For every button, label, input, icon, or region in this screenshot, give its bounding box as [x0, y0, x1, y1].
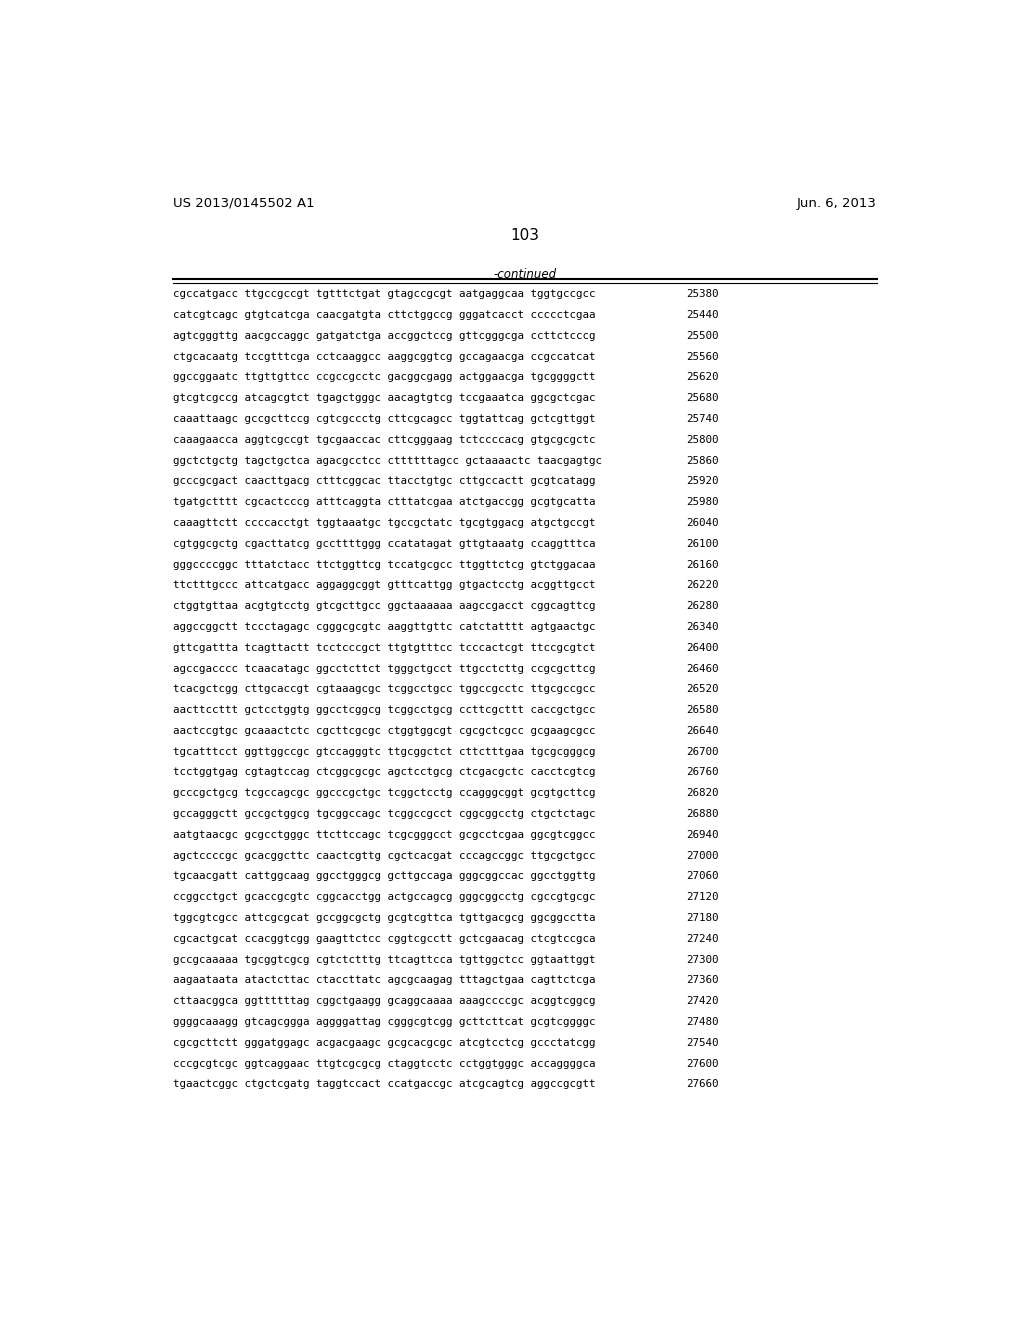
Text: cgtggcgctg cgacttatcg gccttttggg ccatatagat gttgtaaatg ccaggtttca: cgtggcgctg cgacttatcg gccttttggg ccatata…: [173, 539, 595, 549]
Text: ttctttgccc attcatgacc aggaggcggt gtttcattgg gtgactcctg acggttgcct: ttctttgccc attcatgacc aggaggcggt gtttcat…: [173, 581, 595, 590]
Text: 27120: 27120: [686, 892, 719, 902]
Text: gggccccggc tttatctacc ttctggttcg tccatgcgcc ttggttctcg gtctggacaa: gggccccggc tttatctacc ttctggttcg tccatgc…: [173, 560, 595, 569]
Text: ggccggaatc ttgttgttcc ccgccgcctc gacggcgagg actggaacga tgcggggctt: ggccggaatc ttgttgttcc ccgccgcctc gacggcg…: [173, 372, 595, 383]
Text: gccgcaaaaa tgcggtcgcg cgtctctttg ttcagttcca tgttggctcc ggtaattggt: gccgcaaaaa tgcggtcgcg cgtctctttg ttcagtt…: [173, 954, 595, 965]
Text: 26760: 26760: [686, 767, 719, 777]
Text: 27060: 27060: [686, 871, 719, 882]
Text: aggccggctt tccctagagc cgggcgcgtc aaggttgttc catctatttt agtgaactgc: aggccggctt tccctagagc cgggcgcgtc aaggttg…: [173, 622, 595, 632]
Text: 27540: 27540: [686, 1038, 719, 1048]
Text: 27660: 27660: [686, 1080, 719, 1089]
Text: gccagggctt gccgctggcg tgcggccagc tcggccgcct cggcggcctg ctgctctagc: gccagggctt gccgctggcg tgcggccagc tcggccg…: [173, 809, 595, 818]
Text: US 2013/0145502 A1: US 2013/0145502 A1: [173, 197, 314, 210]
Text: tcacgctcgg cttgcaccgt cgtaaagcgc tcggcctgcc tggccgcctc ttgcgccgcc: tcacgctcgg cttgcaccgt cgtaaagcgc tcggcct…: [173, 684, 595, 694]
Text: 26400: 26400: [686, 643, 719, 652]
Text: 25380: 25380: [686, 289, 719, 300]
Text: caaagaacca aggtcgccgt tgcgaaccac cttcgggaag tctccccacg gtgcgcgctc: caaagaacca aggtcgccgt tgcgaaccac cttcggg…: [173, 434, 595, 445]
Text: tgcaacgatt cattggcaag ggcctgggcg gcttgccaga gggcggccac ggcctggttg: tgcaacgatt cattggcaag ggcctgggcg gcttgcc…: [173, 871, 595, 882]
Text: 26640: 26640: [686, 726, 719, 735]
Text: Jun. 6, 2013: Jun. 6, 2013: [797, 197, 877, 210]
Text: aatgtaacgc gcgcctgggc ttcttccagc tcgcgggcct gcgcctcgaa ggcgtcggcc: aatgtaacgc gcgcctgggc ttcttccagc tcgcggg…: [173, 830, 595, 840]
Text: caaagttctt ccccacctgt tggtaaatgc tgccgctatc tgcgtggacg atgctgccgt: caaagttctt ccccacctgt tggtaaatgc tgccgct…: [173, 517, 595, 528]
Text: catcgtcagc gtgtcatcga caacgatgta cttctggccg gggatcacct ccccctcgaa: catcgtcagc gtgtcatcga caacgatgta cttctgg…: [173, 310, 595, 319]
Text: 25740: 25740: [686, 414, 719, 424]
Text: 103: 103: [510, 227, 540, 243]
Text: tgcatttcct ggttggccgc gtccagggtc ttgcggctct cttctttgaa tgcgcgggcg: tgcatttcct ggttggccgc gtccagggtc ttgcggc…: [173, 747, 595, 756]
Text: 26280: 26280: [686, 601, 719, 611]
Text: 27000: 27000: [686, 850, 719, 861]
Text: aactccgtgc gcaaactctc cgcttcgcgc ctggtggcgt cgcgctcgcc gcgaagcgcc: aactccgtgc gcaaactctc cgcttcgcgc ctggtgg…: [173, 726, 595, 735]
Text: cttaacggca ggttttttag cggctgaagg gcaggcaaaa aaagccccgc acggtcggcg: cttaacggca ggttttttag cggctgaagg gcaggca…: [173, 997, 595, 1006]
Text: tgatgctttt cgcactcccg atttcaggta ctttatcgaa atctgaccgg gcgtgcatta: tgatgctttt cgcactcccg atttcaggta ctttatc…: [173, 498, 595, 507]
Text: 25500: 25500: [686, 331, 719, 341]
Text: 27300: 27300: [686, 954, 719, 965]
Text: -continued: -continued: [494, 268, 556, 281]
Text: 27420: 27420: [686, 997, 719, 1006]
Text: ccggcctgct gcaccgcgtc cggcacctgg actgccagcg gggcggcctg cgccgtgcgc: ccggcctgct gcaccgcgtc cggcacctgg actgcca…: [173, 892, 595, 902]
Text: agtcgggttg aacgccaggc gatgatctga accggctccg gttcgggcga ccttctcccg: agtcgggttg aacgccaggc gatgatctga accggct…: [173, 331, 595, 341]
Text: 26940: 26940: [686, 830, 719, 840]
Text: gtcgtcgccg atcagcgtct tgagctgggc aacagtgtcg tccgaaatca ggcgctcgac: gtcgtcgccg atcagcgtct tgagctgggc aacagtg…: [173, 393, 595, 403]
Text: 27360: 27360: [686, 975, 719, 985]
Text: cgcgcttctt gggatggagc acgacgaagc gcgcacgcgc atcgtcctcg gccctatcgg: cgcgcttctt gggatggagc acgacgaagc gcgcacg…: [173, 1038, 595, 1048]
Text: cgccatgacc ttgccgccgt tgtttctgat gtagccgcgt aatgaggcaa tggtgccgcc: cgccatgacc ttgccgccgt tgtttctgat gtagccg…: [173, 289, 595, 300]
Text: 26580: 26580: [686, 705, 719, 715]
Text: gcccgcgact caacttgacg ctttcggcac ttacctgtgc cttgccactt gcgtcatagg: gcccgcgact caacttgacg ctttcggcac ttacctg…: [173, 477, 595, 486]
Text: 27480: 27480: [686, 1016, 719, 1027]
Text: 26700: 26700: [686, 747, 719, 756]
Text: 27600: 27600: [686, 1059, 719, 1068]
Text: 26460: 26460: [686, 664, 719, 673]
Text: agccgacccc tcaacatagc ggcctcttct tgggctgcct ttgcctcttg ccgcgcttcg: agccgacccc tcaacatagc ggcctcttct tgggctg…: [173, 664, 595, 673]
Text: 26820: 26820: [686, 788, 719, 799]
Text: cccgcgtcgc ggtcaggaac ttgtcgcgcg ctaggtcctc cctggtgggc accaggggca: cccgcgtcgc ggtcaggaac ttgtcgcgcg ctaggtc…: [173, 1059, 595, 1068]
Text: gttcgattta tcagttactt tcctcccgct ttgtgtttcc tcccactcgt ttccgcgtct: gttcgattta tcagttactt tcctcccgct ttgtgtt…: [173, 643, 595, 652]
Text: tcctggtgag cgtagtccag ctcggcgcgc agctcctgcg ctcgacgctc cacctcgtcg: tcctggtgag cgtagtccag ctcggcgcgc agctcct…: [173, 767, 595, 777]
Text: tgaactcggc ctgctcgatg taggtccact ccatgaccgc atcgcagtcg aggccgcgtt: tgaactcggc ctgctcgatg taggtccact ccatgac…: [173, 1080, 595, 1089]
Text: aacttccttt gctcctggtg ggcctcggcg tcggcctgcg ccttcgcttt caccgctgcc: aacttccttt gctcctggtg ggcctcggcg tcggcct…: [173, 705, 595, 715]
Text: gcccgctgcg tcgccagcgc ggcccgctgc tcggctcctg ccagggcggt gcgtgcttcg: gcccgctgcg tcgccagcgc ggcccgctgc tcggctc…: [173, 788, 595, 799]
Text: 25560: 25560: [686, 351, 719, 362]
Text: ggctctgctg tagctgctca agacgcctcc cttttttagcc gctaaaactc taacgagtgc: ggctctgctg tagctgctca agacgcctcc ctttttt…: [173, 455, 602, 466]
Text: 25860: 25860: [686, 455, 719, 466]
Text: 26160: 26160: [686, 560, 719, 569]
Text: 26880: 26880: [686, 809, 719, 818]
Text: 25440: 25440: [686, 310, 719, 319]
Text: 27180: 27180: [686, 913, 719, 923]
Text: 25980: 25980: [686, 498, 719, 507]
Text: ggggcaaagg gtcagcggga aggggattag cgggcgtcgg gcttcttcat gcgtcggggc: ggggcaaagg gtcagcggga aggggattag cgggcgt…: [173, 1016, 595, 1027]
Text: 25800: 25800: [686, 434, 719, 445]
Text: ctggtgttaa acgtgtcctg gtcgcttgcc ggctaaaaaa aagccgacct cggcagttcg: ctggtgttaa acgtgtcctg gtcgcttgcc ggctaaa…: [173, 601, 595, 611]
Text: 25620: 25620: [686, 372, 719, 383]
Text: 27240: 27240: [686, 933, 719, 944]
Text: agctccccgc gcacggcttc caactcgttg cgctcacgat cccagccggc ttgcgctgcc: agctccccgc gcacggcttc caactcgttg cgctcac…: [173, 850, 595, 861]
Text: 26040: 26040: [686, 517, 719, 528]
Text: 26340: 26340: [686, 622, 719, 632]
Text: cgcactgcat ccacggtcgg gaagttctcc cggtcgcctt gctcgaacag ctcgtccgca: cgcactgcat ccacggtcgg gaagttctcc cggtcgc…: [173, 933, 595, 944]
Text: 26220: 26220: [686, 581, 719, 590]
Text: 26520: 26520: [686, 684, 719, 694]
Text: ctgcacaatg tccgtttcga cctcaaggcc aaggcggtcg gccagaacga ccgccatcat: ctgcacaatg tccgtttcga cctcaaggcc aaggcgg…: [173, 351, 595, 362]
Text: 26100: 26100: [686, 539, 719, 549]
Text: aagaataata atactcttac ctaccttatc agcgcaagag tttagctgaa cagttctcga: aagaataata atactcttac ctaccttatc agcgcaa…: [173, 975, 595, 985]
Text: tggcgtcgcc attcgcgcat gccggcgctg gcgtcgttca tgttgacgcg ggcggcctta: tggcgtcgcc attcgcgcat gccggcgctg gcgtcgt…: [173, 913, 595, 923]
Text: 25680: 25680: [686, 393, 719, 403]
Text: 25920: 25920: [686, 477, 719, 486]
Text: caaattaagc gccgcttccg cgtcgccctg cttcgcagcc tggtattcag gctcgttggt: caaattaagc gccgcttccg cgtcgccctg cttcgca…: [173, 414, 595, 424]
